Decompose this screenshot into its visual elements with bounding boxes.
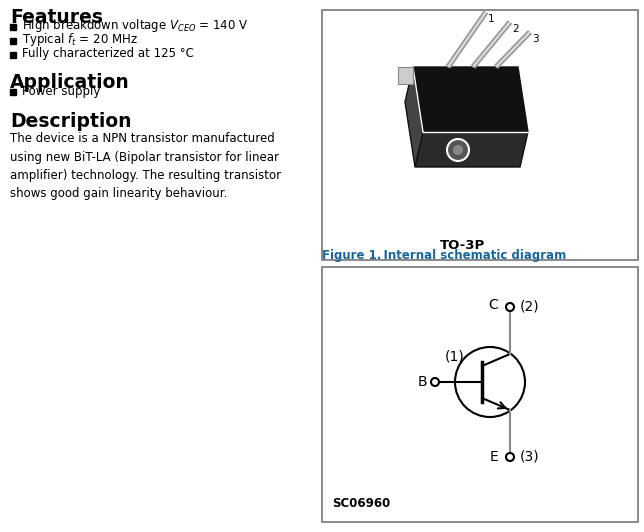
Bar [10,52,16,58]
Text: Power supply: Power supply [22,86,100,98]
Circle shape [506,453,514,461]
Text: TO-3P: TO-3P [440,239,486,252]
Text: Fully characterized at 125 °C: Fully characterized at 125 °C [22,47,194,61]
Text: E: E [489,450,498,464]
Polygon shape [398,67,413,84]
Bar [10,38,16,44]
Circle shape [447,139,469,161]
Text: Features: Features [10,8,103,27]
Bar [10,24,16,30]
Text: SC06960: SC06960 [332,497,390,510]
Text: Internal schematic diagram: Internal schematic diagram [367,249,566,262]
Circle shape [431,378,439,386]
Text: Application: Application [10,73,129,92]
Circle shape [455,347,525,417]
Polygon shape [405,67,423,167]
Text: 1: 1 [488,14,495,24]
Text: B: B [417,375,427,389]
Text: (3): (3) [520,450,540,464]
Text: Description: Description [10,112,131,131]
Text: C: C [488,298,498,312]
Text: The device is a NPN transistor manufactured
using new BiT-LA (Bipolar transistor: The device is a NPN transistor manufactu… [10,132,281,201]
Text: (2): (2) [520,300,540,314]
Text: (1): (1) [445,350,465,364]
Text: High breakdown voltage $V_{CEO}$ = 140 V: High breakdown voltage $V_{CEO}$ = 140 V [22,18,249,35]
Circle shape [453,145,463,155]
Polygon shape [413,67,528,132]
Circle shape [506,303,514,311]
Text: 3: 3 [532,34,538,44]
Text: Figure 1.: Figure 1. [322,249,381,262]
Bar [10,89,16,95]
Bar [322,10,638,260]
Bar [322,267,638,522]
Polygon shape [415,132,528,167]
Text: Typical $f_t$ = 20 MHz: Typical $f_t$ = 20 MHz [22,31,138,48]
Text: 2: 2 [512,24,518,34]
